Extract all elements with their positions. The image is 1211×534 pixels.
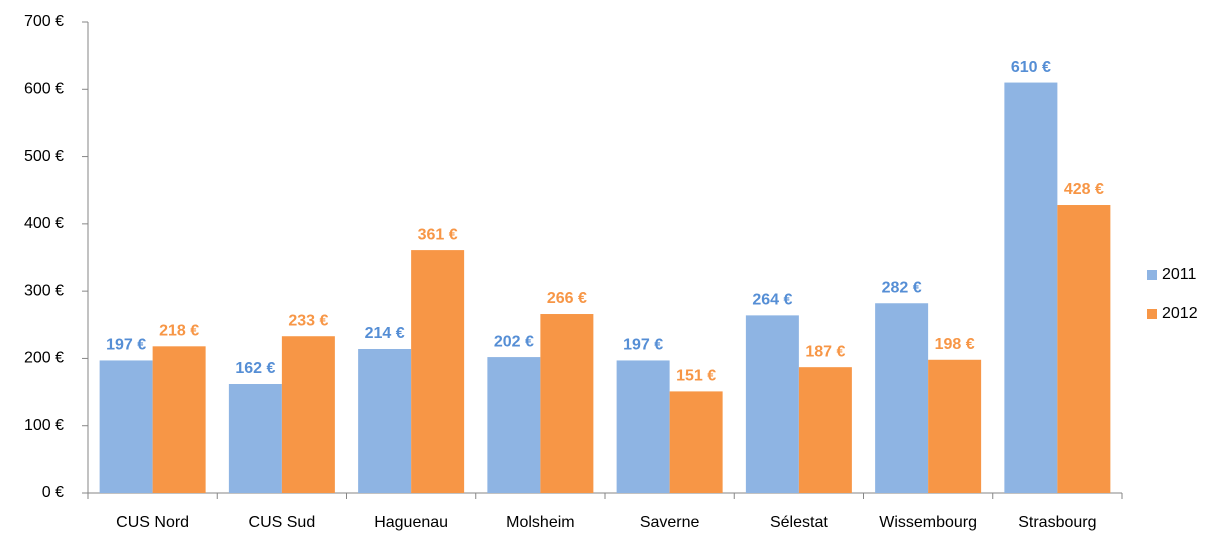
value-label: 282 € (882, 279, 922, 296)
value-label: 361 € (418, 226, 458, 243)
y-tick-label: 600 € (24, 81, 64, 98)
y-tick-label: 200 € (24, 350, 64, 367)
x-tick-label: Strasbourg (1018, 514, 1096, 531)
value-label: 214 € (365, 325, 405, 342)
bar (669, 391, 723, 493)
bar (487, 357, 541, 493)
bar (281, 336, 335, 493)
x-tick-label: Saverne (640, 514, 700, 531)
y-tick-label: 300 € (24, 282, 64, 299)
y-tick-label: 100 € (24, 417, 64, 434)
value-label: 218 € (159, 323, 199, 340)
value-label: 198 € (935, 336, 975, 353)
y-tick-label: 0 € (42, 484, 64, 501)
y-tick-label: 700 € (24, 13, 64, 30)
bar (928, 359, 982, 493)
bar (99, 360, 153, 493)
value-label: 428 € (1064, 181, 1104, 198)
value-label: 187 € (805, 343, 845, 360)
x-tick-label: Molsheim (506, 514, 574, 531)
bar (540, 314, 594, 493)
value-label: 197 € (623, 337, 663, 354)
value-label: 266 € (547, 290, 587, 307)
x-tick-label: CUS Nord (116, 514, 189, 531)
bar (1004, 82, 1058, 494)
legend-label: 2011 (1162, 266, 1197, 283)
bar (228, 383, 282, 493)
x-tick-label: Haguenau (374, 514, 448, 531)
value-label: 197 € (106, 337, 146, 354)
bar (411, 250, 465, 493)
bar (798, 367, 852, 493)
value-label: 151 € (676, 368, 716, 385)
y-tick-label: 400 € (24, 215, 64, 232)
value-label: 264 € (752, 292, 792, 309)
value-label: 202 € (494, 333, 534, 350)
bar (358, 349, 412, 493)
x-tick-label: Sélestat (770, 514, 828, 531)
value-label: 233 € (288, 312, 328, 329)
value-label: 162 € (235, 360, 275, 377)
bar (875, 303, 929, 493)
legend-swatch (1147, 270, 1157, 280)
bar (616, 360, 670, 493)
bar (745, 315, 799, 493)
value-label: 610 € (1011, 59, 1051, 76)
bar (1057, 205, 1111, 493)
legend-label: 2012 (1162, 305, 1198, 322)
x-tick-label: CUS Sud (249, 514, 316, 531)
y-tick-label: 500 € (24, 148, 64, 165)
legend-swatch (1147, 309, 1157, 319)
bar (152, 346, 206, 493)
x-tick-label: Wissembourg (879, 514, 977, 531)
